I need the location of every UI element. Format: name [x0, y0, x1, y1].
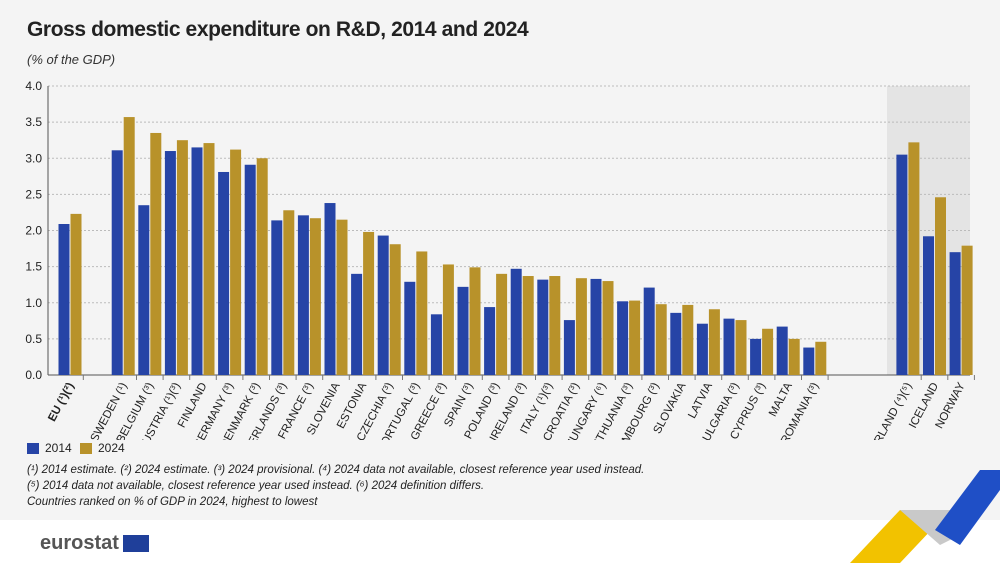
- deco-blue-shape: [935, 470, 1000, 545]
- bar-2024-bulgaria: [735, 320, 747, 375]
- footnotes: (¹) 2014 estimate. (²) 2024 estimate. (³…: [27, 462, 644, 510]
- bar-2024-austria: [176, 140, 188, 375]
- bar-2014-iceland: [923, 236, 934, 375]
- bar-2024-sweden: [123, 117, 135, 375]
- bar-2014-croatia: [563, 320, 575, 375]
- bar-2024-germany: [230, 149, 242, 375]
- legend-item-2024: 2024: [80, 441, 125, 455]
- footnote-2: (⁵) 2014 data not available, closest ref…: [27, 480, 485, 492]
- bar-2014-poland: [484, 307, 496, 375]
- bar-2014-norway: [949, 252, 961, 375]
- x-tick-label: SWITZERLAND (⁴)(⁵): [852, 381, 915, 440]
- bar-2014-denmark: [244, 164, 256, 375]
- bar-2024-estonia: [363, 231, 375, 375]
- y-tick-label: 4.0: [25, 79, 42, 93]
- bar-2024-switzerland: [908, 142, 920, 375]
- legend-label-2014: 2014: [45, 441, 72, 455]
- y-tick-label: 2.5: [25, 187, 42, 201]
- bar-2024-croatia: [575, 278, 587, 375]
- bar-2024-norway: [961, 245, 973, 375]
- y-tick-label: 0.5: [25, 332, 42, 346]
- x-tick-label: MALTA: [767, 380, 795, 418]
- bar-2014-belgium: [138, 205, 150, 375]
- footnote-1: (¹) 2014 estimate. (²) 2024 estimate. (³…: [27, 464, 645, 476]
- bar-2014-italy: [537, 279, 549, 375]
- bar-2024-netherlands: [283, 210, 295, 375]
- bar-2024-romania: [815, 341, 827, 375]
- bar-2014-greece: [430, 314, 442, 375]
- bar-2024-france: [309, 218, 321, 375]
- bar-2014-slovenia: [324, 203, 336, 375]
- y-tick-label: 1.5: [25, 260, 42, 274]
- bar-2014-hungary: [590, 278, 602, 375]
- bar-2014-portugal: [404, 281, 416, 375]
- bar-2014-cyprus: [750, 338, 762, 375]
- bar-2024-latvia: [708, 309, 720, 375]
- y-tick-label: 0.0: [25, 368, 42, 382]
- legend-label-2024: 2024: [98, 441, 125, 455]
- bar-2024-belgium: [150, 132, 162, 375]
- bar-2014-finland: [191, 147, 203, 375]
- bar-2014-switzerland: [896, 154, 908, 375]
- bar-2024-luxembourg: [655, 304, 667, 375]
- bar-2024-poland: [496, 273, 508, 375]
- eurostat-logo: eurostat: [40, 532, 149, 555]
- bar-2024-portugal: [416, 251, 428, 375]
- bar-2024-iceland: [935, 197, 946, 375]
- logo-text: eurostat: [40, 532, 119, 554]
- bar-2024-italy: [549, 276, 561, 375]
- chart-subtitle: (% of the GDP): [27, 52, 116, 67]
- bar-2014-luxembourg: [643, 287, 655, 375]
- bar-2024-finland: [203, 143, 215, 375]
- eu-flag-icon: [122, 535, 149, 552]
- bar-2014-austria: [164, 151, 176, 375]
- bar-2024-spain: [469, 267, 481, 375]
- y-tick-label: 2.0: [25, 224, 42, 238]
- legend-swatch-2014: [27, 442, 39, 454]
- bar-2014-latvia: [696, 323, 708, 375]
- bar-2024-czechia: [389, 244, 401, 375]
- bar-2014-eu: [58, 223, 70, 375]
- chart-title: Gross domestic expenditure on R&D, 2014 …: [27, 18, 529, 41]
- footnote-ranking: Countries ranked on % of GDP in 2024, hi…: [27, 496, 318, 508]
- bar-2024-lithuania: [629, 300, 641, 375]
- bar-2014-germany: [218, 171, 230, 375]
- y-tick-label: 1.0: [25, 296, 42, 310]
- bar-2024-hungary: [602, 281, 614, 375]
- bar-2024-slovenia: [336, 219, 348, 375]
- bar-2014-czechia: [377, 235, 389, 375]
- x-tick-label: LATVIA: [686, 380, 715, 420]
- bar-2014-romania: [803, 347, 815, 375]
- x-tick-label: EU (¹)(²): [46, 381, 76, 424]
- bar-2014-spain: [457, 286, 469, 375]
- decorative-graphic: [850, 470, 1000, 563]
- bar-2024-ireland: [522, 276, 534, 375]
- y-tick-label: 3.0: [25, 151, 42, 165]
- bar-2014-lithuania: [617, 301, 629, 375]
- bar-2014-malta: [776, 326, 788, 375]
- bar-2024-eu: [70, 213, 82, 375]
- bar-2024-slovakia: [682, 304, 694, 375]
- bar-2014-sweden: [111, 150, 123, 375]
- legend-item-2014: 2014: [27, 441, 72, 455]
- bar-2014-slovakia: [670, 312, 682, 375]
- bar-2024-denmark: [256, 158, 268, 375]
- bar-chart: 0.00.51.01.52.02.53.03.54.0EU (¹)(²) SWED…: [25, 79, 975, 440]
- bar-2024-cyprus: [762, 328, 774, 375]
- bar-2024-greece: [442, 264, 454, 375]
- bar-2014-france: [297, 215, 309, 375]
- bar-2024-malta: [788, 338, 800, 375]
- bar-2014-ireland: [510, 268, 522, 375]
- bar-2014-estonia: [351, 273, 363, 375]
- bar-2014-bulgaria: [723, 318, 735, 375]
- bar-2014-netherlands: [271, 220, 283, 375]
- footer: [0, 520, 1000, 563]
- y-tick-label: 3.5: [25, 115, 42, 129]
- legend-swatch-2024: [80, 442, 92, 454]
